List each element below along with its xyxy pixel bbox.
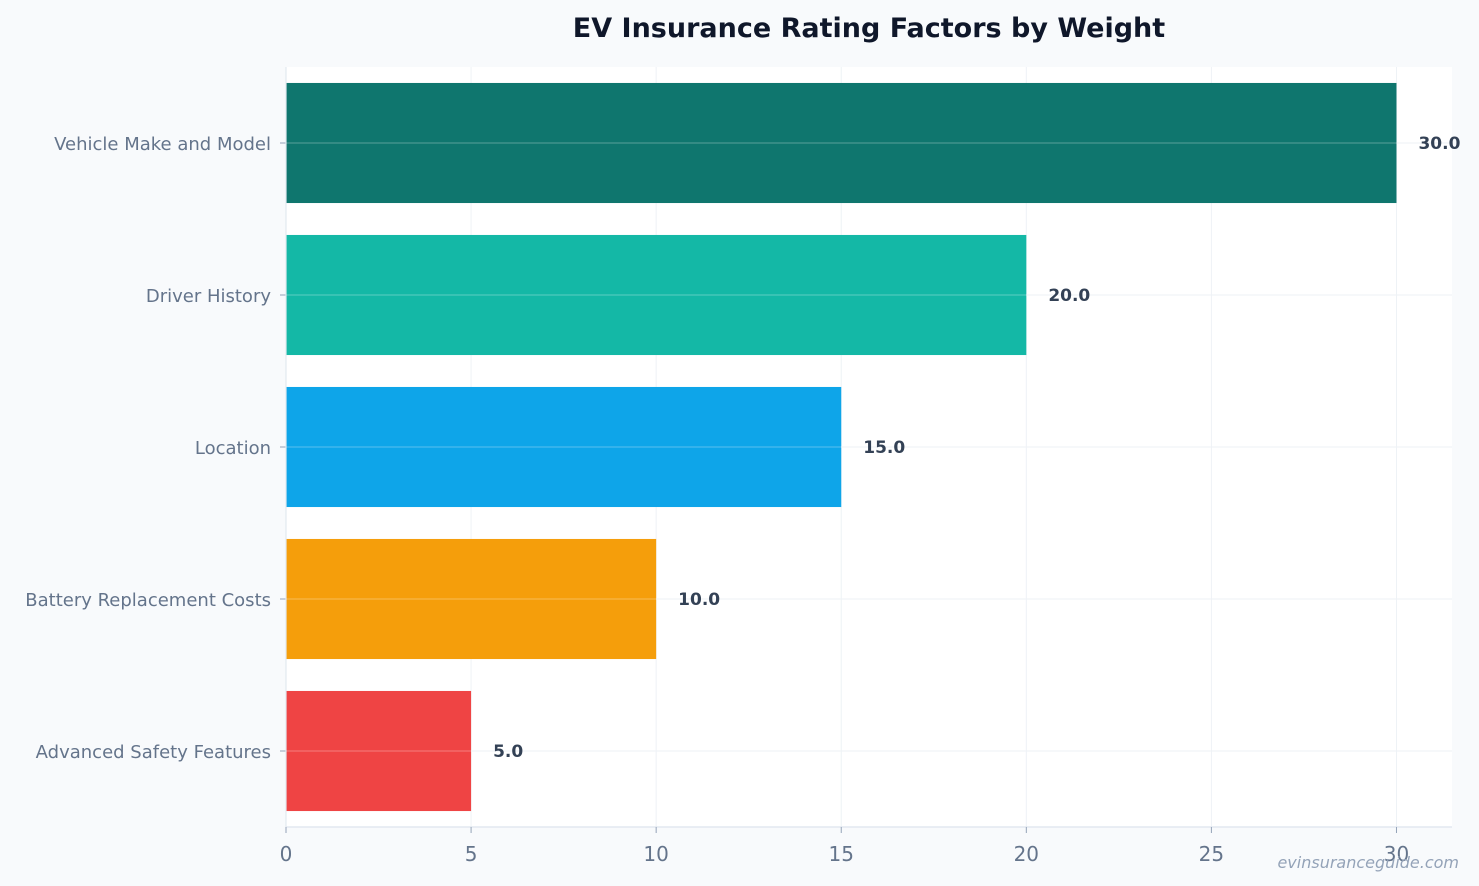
bar xyxy=(286,234,1027,356)
value-label: 5.0 xyxy=(493,742,523,762)
category-label: Vehicle Make and Model xyxy=(54,134,271,155)
category-label: Advanced Safety Features xyxy=(36,742,271,763)
x-tick-label: 10 xyxy=(643,842,668,866)
value-label: 20.0 xyxy=(1048,286,1090,306)
category-label: Location xyxy=(195,438,271,459)
value-label: 15.0 xyxy=(863,438,905,458)
value-label: 10.0 xyxy=(678,590,720,610)
x-tick-label: 30 xyxy=(1384,842,1409,866)
bars xyxy=(286,82,1397,812)
bar xyxy=(286,690,472,812)
value-label: 30.0 xyxy=(1418,134,1460,154)
category-label: Battery Replacement Costs xyxy=(25,590,271,611)
x-tick-label: 20 xyxy=(1014,842,1039,866)
watermark: evinsuranceguide.com xyxy=(1277,853,1459,872)
category-gridlines xyxy=(286,142,1452,752)
bar xyxy=(286,82,1397,204)
bar xyxy=(286,386,842,508)
x-tick-label: 15 xyxy=(829,842,854,866)
x-tick-label: 0 xyxy=(280,842,293,866)
x-tick-label: 5 xyxy=(465,842,478,866)
x-tick-label: 25 xyxy=(1199,842,1224,866)
bar xyxy=(286,538,657,660)
y-axis: Vehicle Make and Model Driver History Loca… xyxy=(25,67,287,827)
value-labels: 30.0 20.0 15.0 10.0 5.0 xyxy=(493,134,1461,762)
category-label: Driver History xyxy=(146,286,271,307)
chart-title: EV Insurance Rating Factors by Weight xyxy=(573,13,1165,44)
x-axis: 0 5 10 15 20 25 30 xyxy=(280,826,1452,866)
